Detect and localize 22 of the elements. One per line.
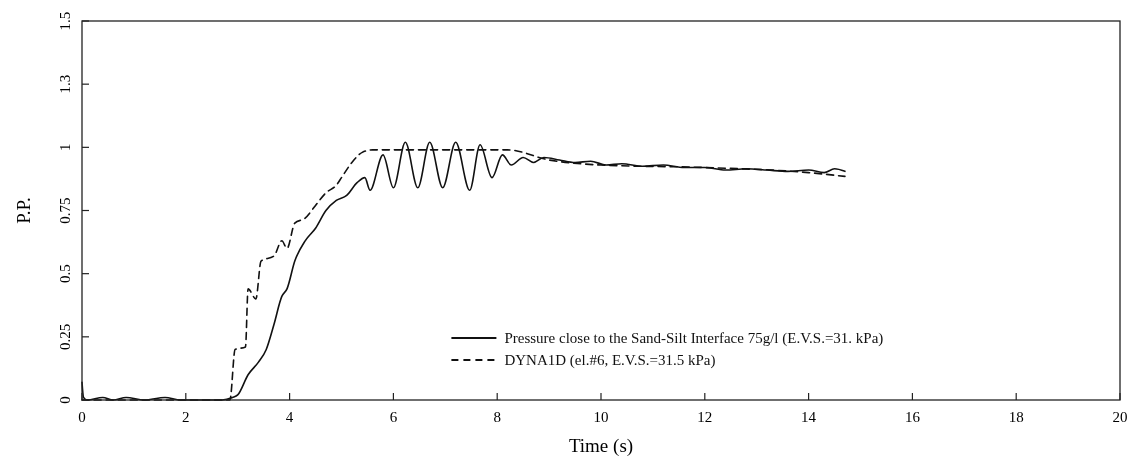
x-tick-label: 10 — [593, 409, 609, 425]
y-tick-label: 0.25 — [57, 323, 73, 350]
y-axis-title: P.P. — [13, 197, 34, 224]
y-tick-label: 1 — [57, 143, 73, 152]
x-tick-label: 2 — [182, 409, 190, 425]
x-tick-label: 0 — [78, 409, 86, 425]
y-tick-label: 1.5 — [57, 11, 73, 31]
x-axis-title: Time (s) — [568, 435, 634, 457]
x-tick-label: 20 — [1112, 409, 1128, 425]
y-tick-label: 1.3 — [57, 74, 73, 94]
x-tick-label: 4 — [285, 409, 294, 425]
x-tick-label: 12 — [697, 409, 713, 425]
x-tick-label: 6 — [389, 409, 398, 425]
legend-label: DYNA1D (el.#6, E.V.S.=31.5 kPa) — [504, 352, 716, 369]
y-tick-label: 0.75 — [57, 197, 73, 224]
x-tick-label: 8 — [493, 409, 501, 425]
x-tick-label: 16 — [904, 409, 921, 425]
x-tick-label: 18 — [1008, 409, 1024, 425]
x-tick-label: 14 — [801, 409, 817, 425]
y-tick-label: 0 — [57, 396, 73, 404]
legend-label: Pressure close to the Sand-Silt Interface 75g/l (E.V.S.=31. kPa) — [504, 330, 884, 347]
y-tick-label: 0.5 — [57, 264, 73, 284]
